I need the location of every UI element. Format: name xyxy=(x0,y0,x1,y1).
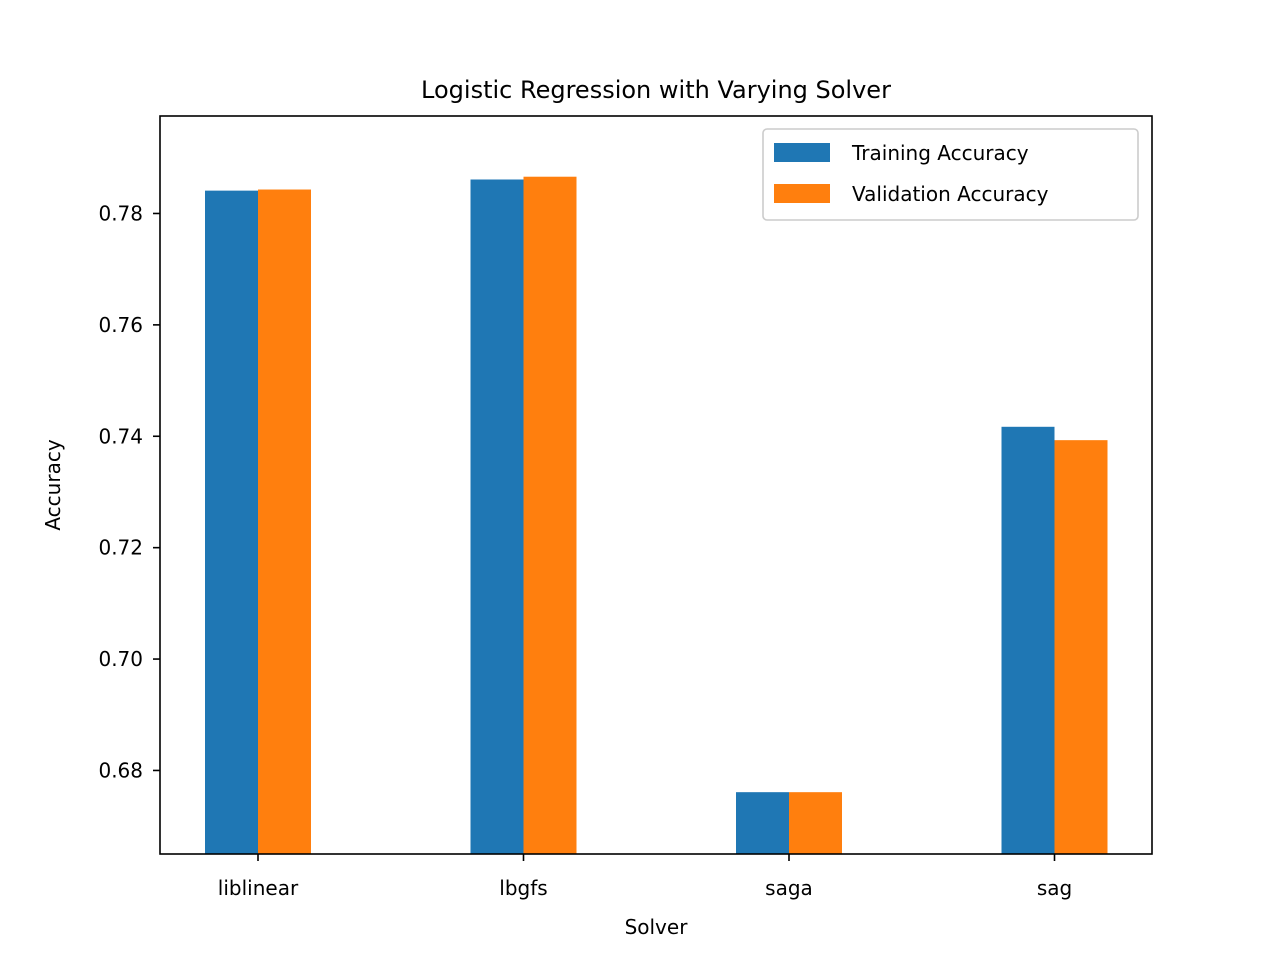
x-tick-label: saga xyxy=(765,876,813,900)
legend-swatch-validation xyxy=(774,184,830,203)
y-tick-label: 0.68 xyxy=(98,758,143,782)
y-tick-label: 0.78 xyxy=(98,201,143,225)
legend: Training Accuracy Validation Accuracy xyxy=(762,128,1139,221)
x-tick-label: lbgfs xyxy=(499,876,547,900)
chart-title: Logistic Regression with Varying Solver xyxy=(421,76,891,104)
y-axis-ticks: 0.68 0.70 0.72 0.74 0.76 0.78 xyxy=(98,201,160,782)
y-tick-label: 0.76 xyxy=(98,313,143,337)
bar-lbgfs-validation xyxy=(523,176,577,854)
x-axis-label: Solver xyxy=(625,915,689,939)
bar-sag-training xyxy=(1001,426,1055,854)
y-tick-label: 0.70 xyxy=(98,647,143,671)
legend-swatch-training xyxy=(774,143,830,162)
x-axis-ticks: liblinear lbgfs saga sag xyxy=(218,854,1072,900)
x-tick-label: liblinear xyxy=(218,876,299,900)
bar-saga-validation xyxy=(789,792,842,854)
y-tick-label: 0.72 xyxy=(98,536,143,560)
bar-saga-training xyxy=(736,792,789,854)
y-axis-label: Accuracy xyxy=(41,439,65,530)
bar-lbgfs-training xyxy=(470,179,524,854)
bar-liblinear-training xyxy=(205,190,258,854)
y-tick-label: 0.74 xyxy=(98,424,143,448)
legend-label-training: Training Accuracy xyxy=(851,141,1029,165)
legend-box xyxy=(762,128,1139,221)
legend-label-validation: Validation Accuracy xyxy=(852,182,1049,206)
bars-group xyxy=(205,176,1108,855)
x-tick-label: sag xyxy=(1037,876,1072,900)
bar-liblinear-validation xyxy=(258,189,311,855)
plot-area-frame xyxy=(159,115,1153,855)
bar-sag-validation xyxy=(1054,440,1108,854)
